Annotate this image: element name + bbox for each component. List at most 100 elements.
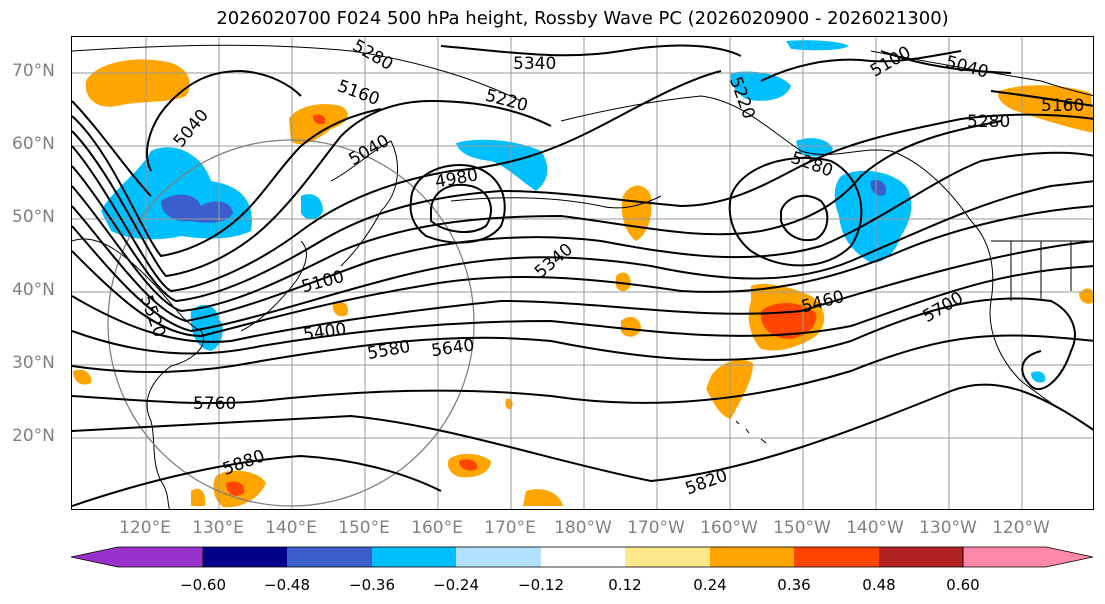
lon-label-130w: 130°W [919,518,977,538]
negative-anomaly-core [161,194,233,223]
contour-label-4980: 4980 [434,165,480,192]
negative-anomaly-region [1031,371,1046,383]
colorbar-tick: −0.48 [264,576,310,594]
lon-label-130e: 130°E [192,518,244,538]
positive-anomaly-core [313,114,326,125]
contour-ring-gulf-alaska [728,157,863,267]
positive-anomaly-region [523,489,563,506]
contour-5820 [72,383,1093,483]
contour-label-5400: 5400 [302,319,348,345]
coastline-canada-north [870,50,1093,97]
colorbar-tick: −0.60 [180,576,226,594]
colorbar-segment [456,547,541,567]
contour-label-5280: 5280 [967,112,1010,132]
lon-label-140e: 140°E [265,518,317,538]
colorbar-tick: 0.36 [777,576,811,594]
lon-label-170w: 170°W [627,518,685,538]
lat-label-50n: 50°N [12,207,55,227]
colorbar-segment [794,547,879,567]
negative-anomaly-core [870,179,887,196]
contour-5040-east [880,50,1012,74]
contour-5040 [146,69,302,172]
contour-label-5100: 5100 [867,43,914,82]
contour-5280 [72,113,1093,303]
lon-label-170e: 170°E [484,518,536,538]
contour-label-5820: 5820 [683,466,730,500]
lon-label-150w: 150°W [773,518,831,538]
lon-label-120e: 120°E [119,518,171,538]
colorbar-segment [287,547,372,567]
contour-label-5340: 5340 [513,54,556,74]
contour-5580 [72,240,1093,343]
colorbar-segment [710,547,794,567]
coastline-alaska [560,95,972,222]
colorbar-segment [541,547,625,567]
contour-low-gulf-alaska [780,194,829,241]
colorbar-tick: −0.24 [433,576,479,594]
contour-5760 [72,334,1093,405]
height-contours [72,44,1093,507]
contour-5400 [72,151,1093,323]
colorbar-tick: 0.12 [608,576,642,594]
lon-label-120w: 120°W [992,518,1050,538]
colorbar-segment [372,547,456,567]
low-center-north-pacific [430,183,492,233]
lat-label-60n: 60°N [12,134,55,154]
lon-label-180w: 180°W [554,518,612,538]
contour-arctic-5340 [440,44,742,57]
positive-anomaly-region [85,59,190,107]
contour-5340 [72,120,1002,313]
colorbar-tick: −0.36 [349,576,395,594]
negative-anomaly-region [786,40,849,51]
positive-anomaly-region [616,272,631,292]
contour-5100 [72,108,382,258]
colorbar-tick: 0.60 [946,576,980,594]
lon-label-140w: 140°W [846,518,904,538]
contour-label-5040: 5040 [345,131,392,170]
colorbar-tick: −0.12 [518,576,564,594]
contour-5880 [72,454,442,507]
contour-5100-east [760,50,962,82]
contour-label-5760: 5760 [193,394,236,414]
contour-5460 [72,180,1093,333]
contour-label-5160: 5160 [335,76,382,110]
positive-anomaly-region [621,316,641,337]
negative-anomaly-region [301,194,323,220]
positive-anomaly-region [73,369,92,385]
contour-labels: 5280 5340 5100 5040 5160 5220 5220 5040 … [136,37,1085,499]
colorbar-tick: 0.48 [862,576,896,594]
lon-label-150e: 150°E [338,518,390,538]
map-panel: 5280 5340 5100 5040 5160 5220 5220 5040 … [71,36,1094,510]
negative-anomaly-region [456,139,548,191]
lon-label-160w: 160°W [700,518,758,538]
lat-label-40n: 40°N [12,280,55,300]
lon-label-160e: 160°E [411,518,463,538]
contour-5160 [72,99,552,278]
contour-5040-alt [72,100,152,197]
positive-anomaly-region [1079,288,1093,304]
contour-5220 [72,70,722,293]
us-state-borders [991,240,1093,301]
coastline-kuril-islands [340,210,382,267]
contour-label-5160: 5160 [1041,96,1084,116]
contour-5700 [72,297,1076,391]
coastline-kamchatka [330,140,399,212]
coastline-arctic-asia [72,44,522,102]
contour-4980 [409,164,506,244]
negative-anomaly-region [730,71,791,101]
colorbar-segment-extend-low [70,546,204,568]
positive-anomaly-region [621,185,652,241]
coastline-asia [72,238,204,509]
colorbar-segment [203,547,287,567]
positive-anomaly-region [332,301,349,317]
positive-anomaly-region [191,488,206,506]
hawaii-islands [735,420,767,444]
contour-label-5340: 5340 [531,240,577,283]
colorbar-segment-extend-high [962,546,1094,568]
map-title: 2026020700 F024 500 hPa height, Rossby W… [216,8,949,29]
positive-anomaly-core [459,459,478,471]
colorbar-tick: 0.24 [693,576,727,594]
coastline-north-america [970,220,1093,431]
lat-label-20n: 20°N [12,426,55,446]
positive-anomaly-region [289,104,348,145]
